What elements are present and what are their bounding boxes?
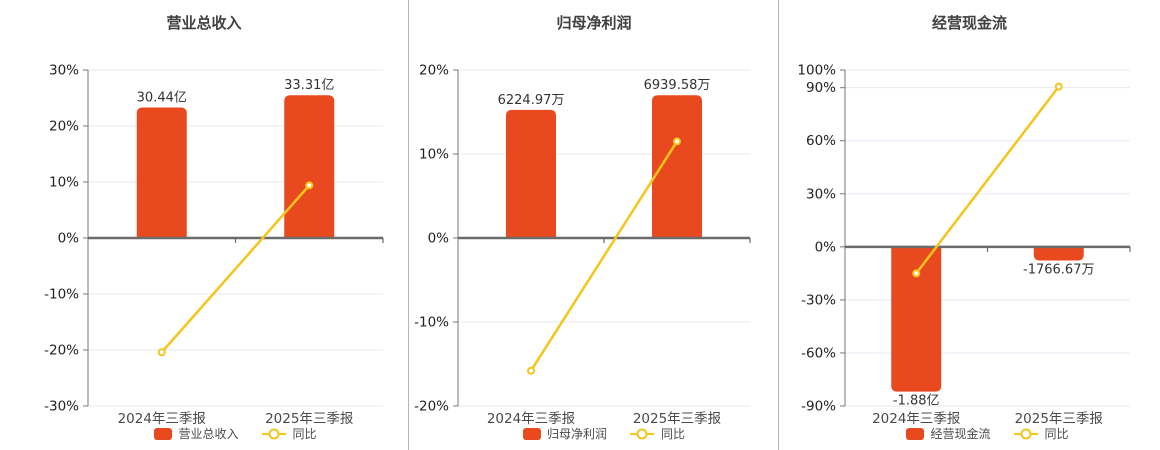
y-axis-tick-label: 0% xyxy=(815,239,837,255)
panel-separator xyxy=(778,0,779,450)
chart-title: 归母净利润 xyxy=(556,14,632,32)
y-axis-tick-label: 100% xyxy=(797,63,836,79)
y-axis-tick-label: 0% xyxy=(428,231,450,247)
legend-bar-label[interactable]: 经营现金流 xyxy=(930,427,991,441)
y-axis-tick-label: 30% xyxy=(806,186,836,202)
x-axis-label: 2024年三季报 xyxy=(872,411,961,427)
bar xyxy=(1033,246,1084,261)
y-axis-tick-label: 0% xyxy=(58,231,80,247)
bar xyxy=(284,95,335,238)
legend-line-label[interactable]: 同比 xyxy=(292,427,317,441)
bar xyxy=(506,109,556,238)
chart-panel-revenue: 营业总收入 30% 20% 10% 0% -10% -20% -30% 30.44亿 33.31… xyxy=(0,0,408,450)
y-axis-tick-label: -30% xyxy=(801,292,836,308)
yoy-line-marker xyxy=(305,181,314,190)
chart-title: 营业总收入 xyxy=(166,14,242,32)
plot-area: 20% 10% 0% -10% -20% 6224.97万 6939.58万 xyxy=(414,63,751,415)
x-axis-label: 2025年三季报 xyxy=(1014,411,1103,427)
x-axis-label: 2024年三季报 xyxy=(486,411,576,427)
plot-area: 100%90% 60% 30% 0% -30% -60% -90% -1.88亿 -1766.6… xyxy=(797,63,1131,415)
y-axis-tick-label: -10% xyxy=(414,315,449,331)
plot-area: 30% 20% 10% 0% -10% -20% -30% 30.44亿 33.31亿 xyxy=(44,63,384,415)
legend-bar-swatch[interactable] xyxy=(522,427,541,440)
y-axis-tick-label: 20% xyxy=(49,119,79,135)
y-axis-tick-label: -90% xyxy=(801,399,836,415)
yoy-line-marker xyxy=(527,366,535,375)
yoy-line-marker xyxy=(673,137,681,146)
panel-separator xyxy=(408,0,409,450)
y-axis-tick-label: 20% xyxy=(419,63,449,79)
legend: 归母净利润 同比 xyxy=(458,425,750,442)
y-axis-tick-label: -30% xyxy=(44,399,79,415)
chart-panel-net-profit: 归母净利润 20% 10% 0% -10% -20% 6224.97万 6939.58万 2… xyxy=(409,0,779,450)
y-axis-tick-label: -60% xyxy=(801,345,836,361)
y-axis-tick-label: -10% xyxy=(44,287,79,303)
yoy-line xyxy=(915,85,1060,275)
y-axis-tick-label: 60% xyxy=(806,133,836,149)
y-axis-tick-label: 30% xyxy=(49,63,79,79)
bar xyxy=(136,107,187,238)
legend-bar-label[interactable]: 归母净利润 xyxy=(546,427,607,441)
legend-line-label[interactable]: 同比 xyxy=(661,427,686,441)
legend-bar-swatch[interactable] xyxy=(906,427,925,440)
bar-value-label: 6224.97万 xyxy=(498,93,565,108)
bar xyxy=(891,246,942,392)
legend-bar-swatch[interactable] xyxy=(154,427,173,440)
y-axis-tick-label: 10% xyxy=(49,175,79,191)
x-axis-label: 2025年三季报 xyxy=(265,411,354,427)
legend-line-label[interactable]: 同比 xyxy=(1044,427,1069,441)
legend-line-icon[interactable] xyxy=(1013,428,1039,440)
bar-value-label: 33.31亿 xyxy=(284,78,334,93)
y-axis-tick-label: -20% xyxy=(44,343,79,359)
yoy-line-marker xyxy=(1054,82,1063,91)
y-axis-tick-label: -20% xyxy=(414,399,449,415)
legend: 营业总收入 同比 xyxy=(88,425,383,442)
x-axis-label: 2024年三季报 xyxy=(117,411,206,427)
legend-line-icon[interactable] xyxy=(629,428,655,440)
chart-title: 经营现金流 xyxy=(931,14,1007,32)
yoy-line-marker xyxy=(912,269,921,278)
bar-value-label: -1.88亿 xyxy=(893,394,940,409)
bar-value-label: -1766.67万 xyxy=(1023,262,1094,277)
legend-bar-label[interactable]: 营业总收入 xyxy=(178,427,239,441)
yoy-line-marker xyxy=(157,348,166,357)
bar-value-label: 6939.58万 xyxy=(644,78,711,93)
chart-panel-cash-flow: 经营现金流 100% 90% 60% 30% 0% -30% -60% -90% -1.88亿 -… xyxy=(779,0,1160,450)
y-axis-tick-label: 90% xyxy=(806,80,836,96)
legend-line-icon[interactable] xyxy=(261,428,287,440)
yoy-line xyxy=(160,184,311,354)
legend: 经营现金流 同比 xyxy=(845,425,1130,442)
y-axis-tick-label: 10% xyxy=(419,147,449,163)
bar-value-label: 30.44亿 xyxy=(137,91,187,106)
yoy-line xyxy=(529,140,679,372)
x-axis-label: 2025年三季报 xyxy=(632,411,722,427)
bar xyxy=(652,95,702,238)
